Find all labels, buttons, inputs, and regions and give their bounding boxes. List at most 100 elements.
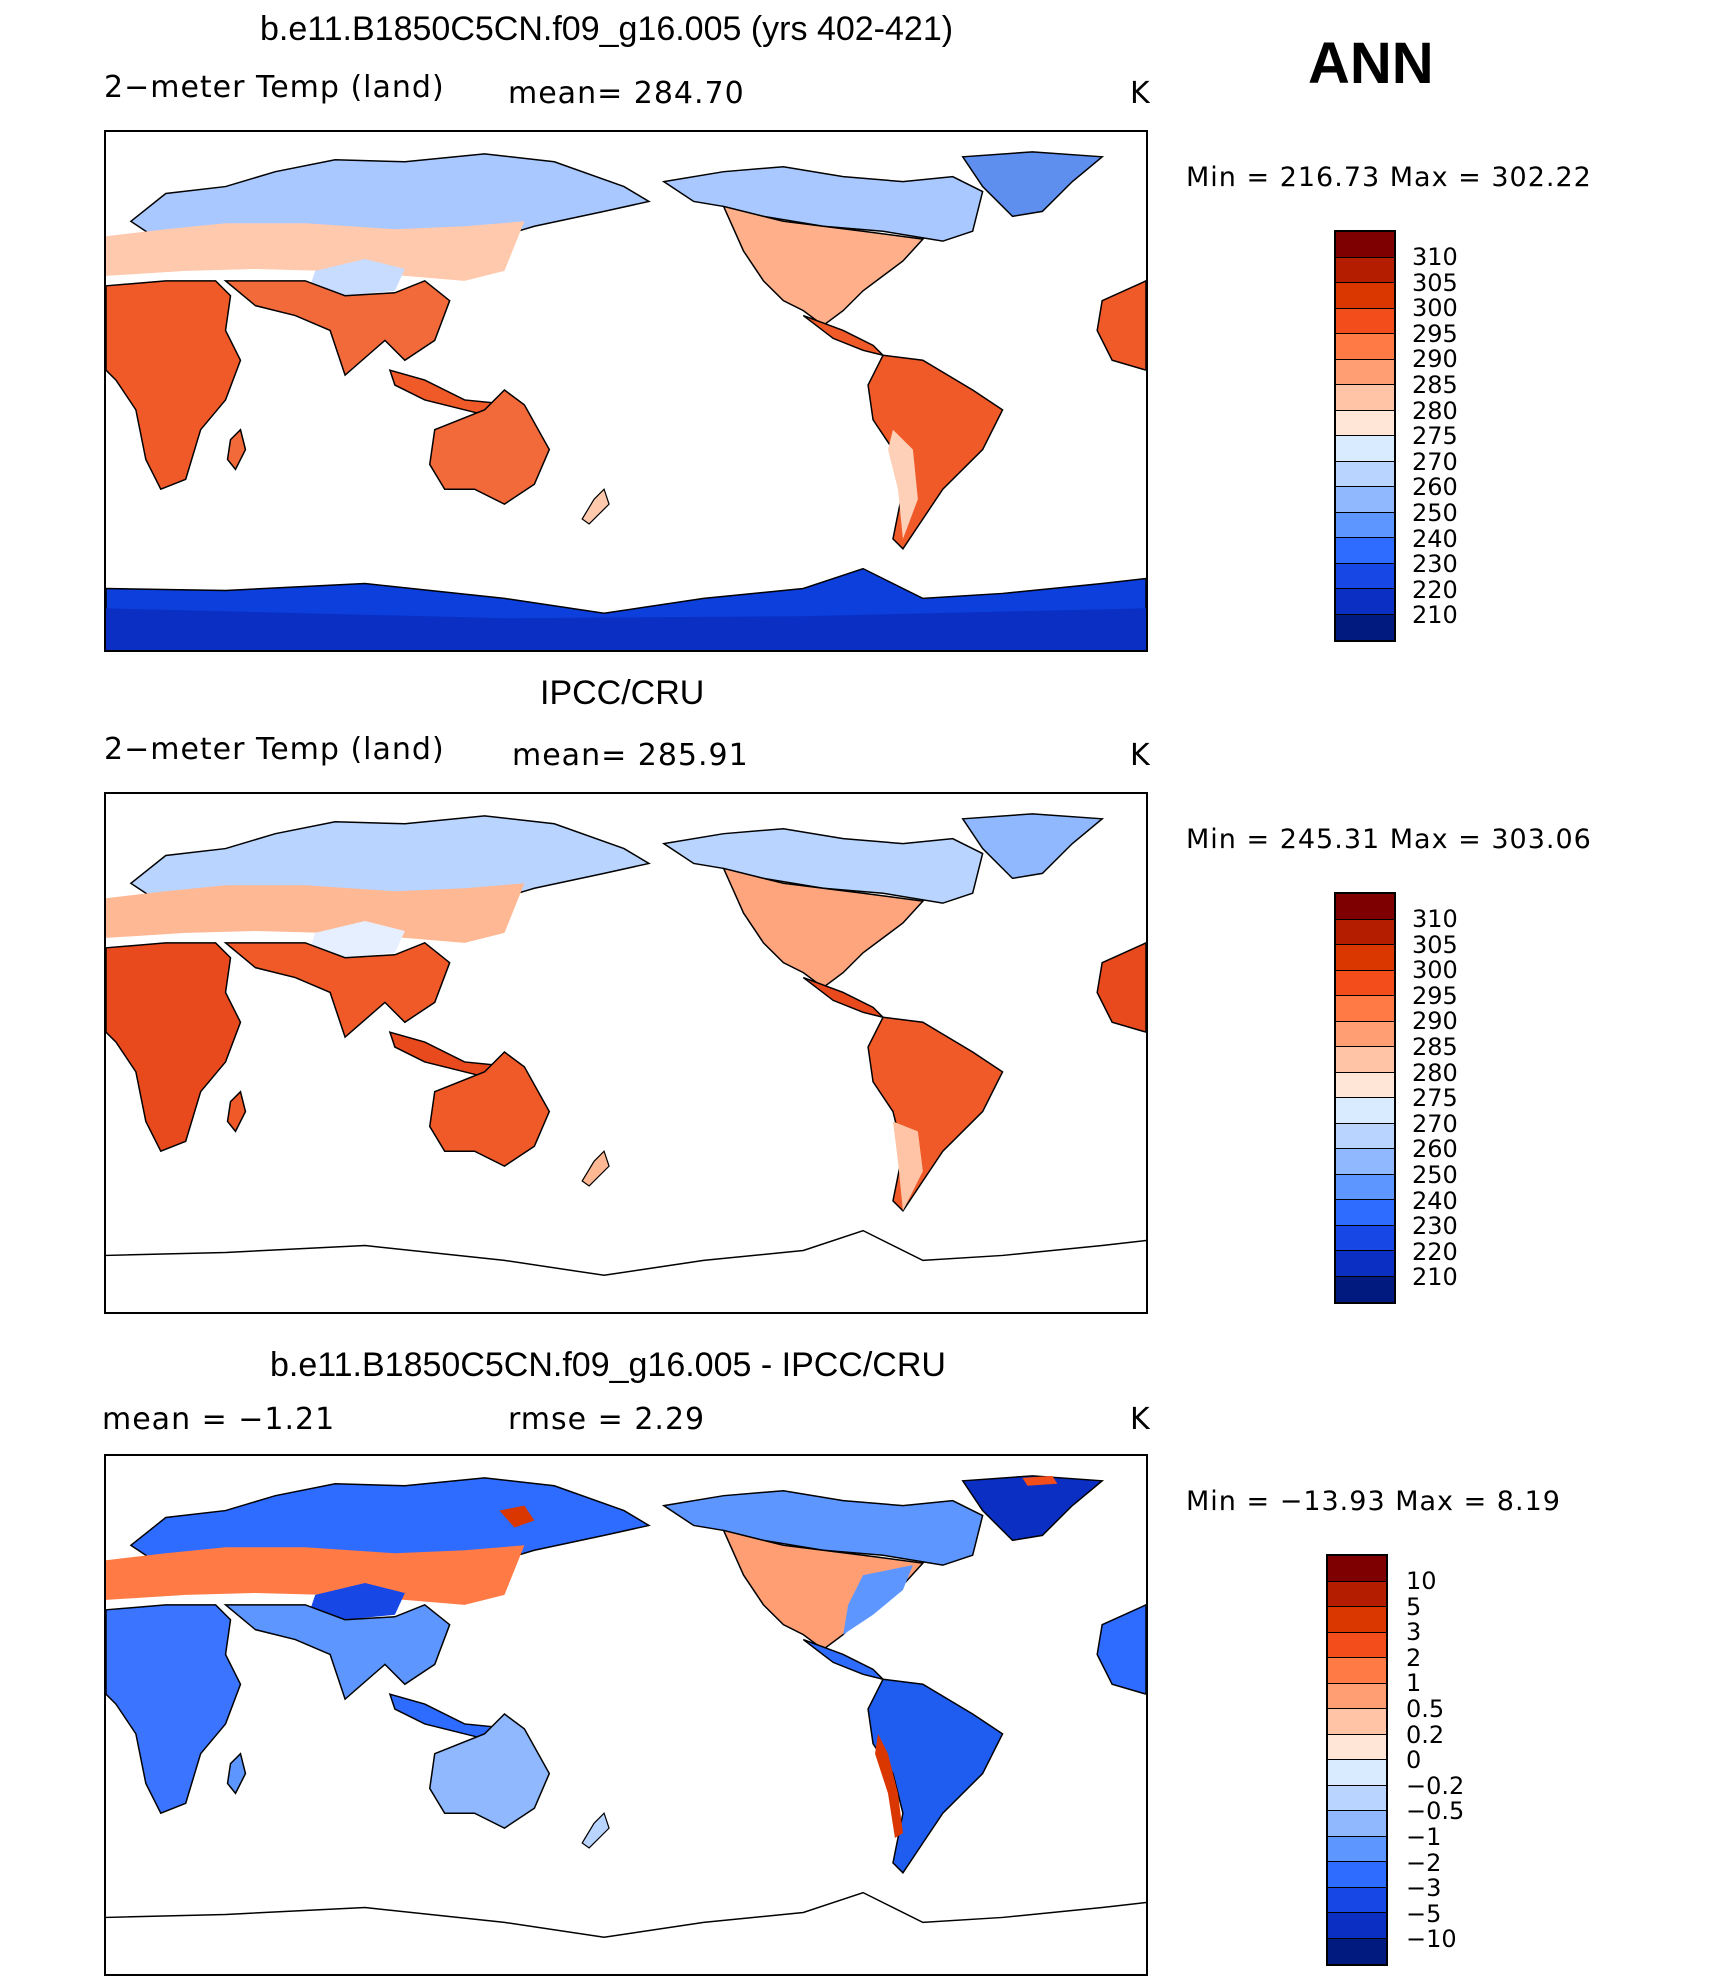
colorbar-tick-label: 220	[1412, 1237, 1458, 1266]
colorbar-tick-label: 240	[1412, 1186, 1458, 1215]
panel-1-map-svg	[106, 151, 1146, 650]
colorbar-swatch	[1336, 1072, 1394, 1098]
colorbar-tick-label: 300	[1412, 956, 1458, 985]
colorbar-swatch	[1336, 359, 1394, 385]
siberia-warm-spot	[499, 1505, 535, 1528]
colorbar-swatch	[1336, 589, 1394, 615]
panel-1-variable: 2−meter Temp (land)	[104, 70, 445, 105]
colorbar-swatch	[1336, 436, 1394, 462]
south-america	[867, 1016, 1004, 1212]
antarctica-outline	[106, 1891, 1146, 1939]
colorbar-swatch	[1336, 1047, 1394, 1073]
colorbar-swatch	[1336, 1098, 1394, 1124]
panel-1-title: b.e11.B1850C5CN.f09_g16.005 (yrs 402-421…	[260, 10, 954, 48]
panel-1-units: K	[1130, 76, 1151, 111]
colorbar-swatch	[1336, 512, 1394, 538]
panel-1-minmax: Min = 216.73 Max = 302.22	[1186, 162, 1592, 193]
panel-2-map-svg	[106, 813, 1146, 1277]
colorbar-tick-label: −3	[1406, 1874, 1442, 1903]
central-america	[802, 314, 886, 357]
colorbar-tick-label: 260	[1412, 473, 1458, 502]
colorbar-tick-label: 290	[1412, 345, 1458, 374]
south-america	[867, 354, 1004, 550]
colorbar-swatch	[1328, 1836, 1386, 1862]
colorbar-tick-label: 310	[1412, 905, 1458, 933]
south-asia	[223, 941, 451, 1039]
colorbar-tick-label: 285	[1412, 370, 1458, 399]
colorbar-tick-label: 295	[1412, 319, 1458, 348]
colorbar-tick-label: 285	[1412, 1032, 1458, 1061]
colorbar-swatch	[1336, 1149, 1394, 1175]
colorbar-tick-label: −0.5	[1406, 1797, 1465, 1826]
panel-3-units: K	[1130, 1402, 1151, 1437]
south-america-south	[892, 1121, 923, 1211]
colorbar-tick-label: 220	[1412, 575, 1458, 604]
colorbar-tick-label: 290	[1412, 1007, 1458, 1036]
colorbar-swatch	[1336, 614, 1394, 640]
colorbar-swatch	[1336, 1251, 1394, 1277]
panel-2-map	[104, 792, 1148, 1314]
north-america-south	[722, 867, 925, 989]
south-america-andes	[887, 429, 918, 539]
panel-1-colorbar	[1334, 230, 1396, 642]
panel-1-map	[104, 130, 1148, 652]
central-america	[802, 1638, 886, 1681]
colorbar-swatch	[1328, 1734, 1386, 1760]
colorbar-tick-label: 250	[1412, 1160, 1458, 1189]
colorbar-swatch	[1328, 1556, 1386, 1582]
south-asia	[223, 279, 451, 377]
greenland-warm-spot	[1022, 1475, 1058, 1486]
colorbar-swatch	[1328, 1785, 1386, 1811]
colorbar-swatch	[1328, 1607, 1386, 1633]
colorbar-tick-label: 10	[1406, 1567, 1437, 1595]
panel-2-title: IPCC/CRU	[540, 674, 705, 712]
tibet	[310, 259, 405, 296]
africa	[106, 1604, 242, 1815]
colorbar-tick-label: 305	[1412, 268, 1458, 297]
colorbar-tick-label: 210	[1412, 601, 1458, 630]
colorbar-tick-label: 5	[1406, 1592, 1422, 1621]
panel-2-minmax: Min = 245.31 Max = 303.06	[1186, 824, 1592, 855]
colorbar-swatch	[1336, 563, 1394, 589]
colorbar-tick-label: 2	[1406, 1643, 1422, 1672]
panel-3-map	[104, 1454, 1148, 1976]
panel-1-mean: mean= 284.70	[508, 76, 745, 111]
colorbar-swatch	[1336, 945, 1394, 971]
antarctica-interior	[106, 608, 1146, 650]
colorbar-swatch	[1336, 410, 1394, 436]
tibet	[310, 921, 405, 958]
eurasia-mid	[106, 883, 525, 943]
greenland	[961, 1475, 1105, 1542]
colorbar-swatch	[1328, 1709, 1386, 1735]
new-zealand	[581, 488, 610, 525]
colorbar-tick-label: 210	[1412, 1263, 1458, 1292]
greenland	[961, 813, 1105, 880]
panel-3-mean: mean = −1.21	[102, 1402, 336, 1437]
colorbar-swatch	[1328, 1581, 1386, 1607]
colorbar-swatch	[1336, 461, 1394, 487]
colorbar-swatch	[1336, 487, 1394, 513]
colorbar-swatch	[1336, 334, 1394, 360]
panel-3-rmse: rmse = 2.29	[508, 1402, 706, 1437]
panel-1-colorbar-labels: 310 305 300 295 290 285 280 275 270 260 250 240 230 2…	[1412, 244, 1458, 630]
colorbar-tick-label: −0.2	[1406, 1771, 1465, 1800]
west-africa-edge	[1096, 942, 1146, 1033]
colorbar-tick-label: 260	[1412, 1135, 1458, 1164]
andes-warm-strip	[875, 1733, 903, 1839]
colorbar-swatch	[1336, 283, 1394, 309]
eurasia-mid	[106, 1545, 525, 1605]
colorbar-tick-label: 280	[1412, 1058, 1458, 1087]
colorbar-swatch	[1336, 970, 1394, 996]
madagascar	[226, 1090, 247, 1133]
colorbar-tick-label: −1	[1406, 1822, 1442, 1851]
south-asia	[223, 1603, 451, 1701]
new-zealand	[581, 1150, 610, 1187]
colorbar-tick-label: 275	[1412, 1084, 1458, 1113]
colorbar-tick-label: 250	[1412, 498, 1458, 527]
colorbar-tick-label: 295	[1412, 981, 1458, 1010]
panel-3-colorbar	[1326, 1554, 1388, 1966]
colorbar-swatch	[1336, 1200, 1394, 1226]
colorbar-tick-label: −10	[1406, 1925, 1457, 1954]
colorbar-swatch	[1328, 1913, 1386, 1939]
colorbar-tick-label: −2	[1406, 1848, 1442, 1877]
